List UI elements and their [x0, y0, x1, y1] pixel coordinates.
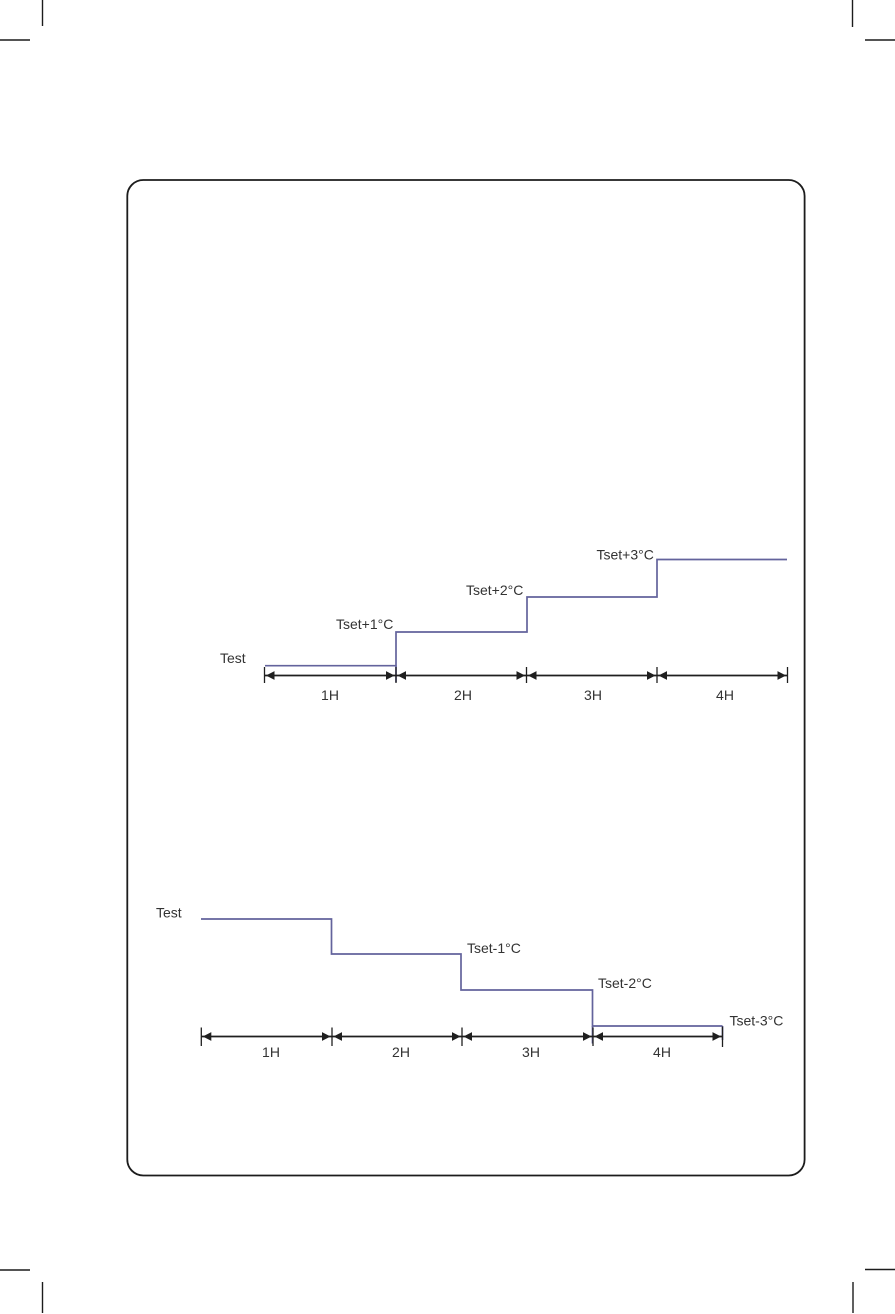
svg-text:Test: Test — [156, 905, 182, 921]
svg-text:1H: 1H — [321, 687, 339, 703]
svg-text:2H: 2H — [454, 687, 472, 703]
svg-text:Tset+2°C: Tset+2°C — [466, 582, 523, 598]
svg-text:Tset-1°C: Tset-1°C — [467, 940, 521, 956]
svg-text:Tset-3°C: Tset-3°C — [730, 1013, 784, 1029]
svg-text:Tset+3°C: Tset+3°C — [597, 547, 654, 563]
svg-text:1H: 1H — [262, 1044, 280, 1060]
svg-text:Tset-2°C: Tset-2°C — [598, 975, 652, 991]
svg-text:Test: Test — [220, 650, 246, 666]
svg-text:3H: 3H — [522, 1044, 540, 1060]
svg-text:2H: 2H — [392, 1044, 410, 1060]
svg-text:4H: 4H — [716, 687, 734, 703]
svg-text:4H: 4H — [653, 1044, 671, 1060]
svg-text:3H: 3H — [584, 687, 602, 703]
svg-text:Tset+1°C: Tset+1°C — [336, 616, 393, 632]
